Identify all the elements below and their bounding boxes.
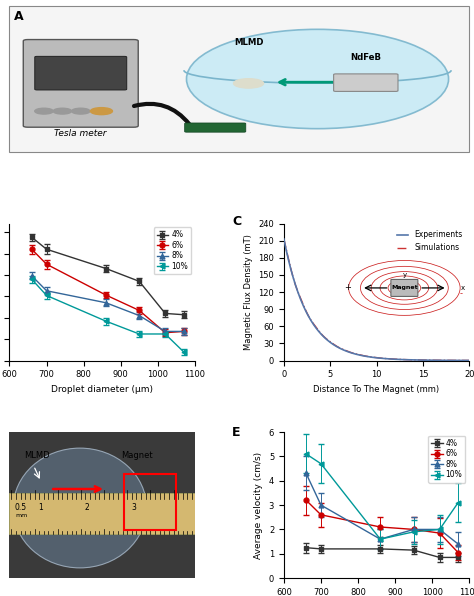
- Text: A: A: [14, 10, 24, 23]
- Simulations: [369, 353, 375, 361]
- FancyBboxPatch shape: [185, 123, 246, 132]
- Simulations: [382, 355, 387, 362]
- Text: 1: 1: [38, 503, 44, 512]
- Experiments: [466, 357, 472, 364]
- Simulations: [392, 356, 397, 363]
- Text: C: C: [232, 215, 241, 228]
- Experiments: [370, 354, 376, 361]
- Text: mm: mm: [15, 514, 27, 519]
- Simulations: [370, 353, 376, 361]
- Legend: Experiments, Simulations: Experiments, Simulations: [393, 228, 465, 255]
- FancyBboxPatch shape: [35, 57, 127, 90]
- Line: Experiments: Experiments: [284, 239, 469, 361]
- Experiments: [369, 353, 375, 361]
- FancyBboxPatch shape: [23, 39, 138, 127]
- FancyBboxPatch shape: [9, 493, 195, 534]
- Text: MLMD: MLMD: [24, 451, 50, 460]
- Simulations: [466, 357, 472, 364]
- Text: E: E: [232, 426, 240, 439]
- Simulations: [281, 235, 287, 243]
- Text: Magnet: Magnet: [121, 451, 152, 460]
- Ellipse shape: [13, 448, 146, 568]
- X-axis label: Distance To The Magnet (mm): Distance To The Magnet (mm): [313, 385, 439, 394]
- Circle shape: [91, 108, 112, 114]
- X-axis label: Droplet diameter (μm): Droplet diameter (μm): [51, 385, 153, 394]
- Text: 2: 2: [85, 503, 90, 512]
- Y-axis label: Average velocity (cm/s): Average velocity (cm/s): [254, 452, 263, 558]
- Text: MLMD: MLMD: [234, 38, 264, 48]
- Text: 3: 3: [131, 503, 136, 512]
- Experiments: [462, 357, 468, 364]
- Experiments: [382, 355, 387, 362]
- Circle shape: [72, 108, 90, 114]
- Experiments: [281, 235, 287, 243]
- Experiments: [392, 356, 397, 363]
- Circle shape: [35, 108, 53, 114]
- Circle shape: [233, 79, 264, 88]
- FancyBboxPatch shape: [334, 74, 398, 91]
- Simulations: [462, 357, 468, 364]
- Text: Tesla meter: Tesla meter: [55, 129, 107, 138]
- Line: Simulations: Simulations: [284, 239, 469, 361]
- Legend: 4%, 6%, 8%, 10%: 4%, 6%, 8%, 10%: [154, 228, 191, 274]
- Y-axis label: Magnetic Flux Density (mT): Magnetic Flux Density (mT): [244, 234, 253, 350]
- Circle shape: [53, 108, 72, 114]
- FancyBboxPatch shape: [9, 432, 195, 578]
- Simulations: [433, 356, 438, 364]
- Legend: 4%, 6%, 8%, 10%: 4%, 6%, 8%, 10%: [428, 436, 465, 483]
- Text: 0.5: 0.5: [15, 503, 27, 512]
- FancyBboxPatch shape: [9, 6, 469, 152]
- Ellipse shape: [186, 29, 448, 129]
- Text: NdFeB: NdFeB: [350, 53, 381, 62]
- Experiments: [433, 356, 438, 364]
